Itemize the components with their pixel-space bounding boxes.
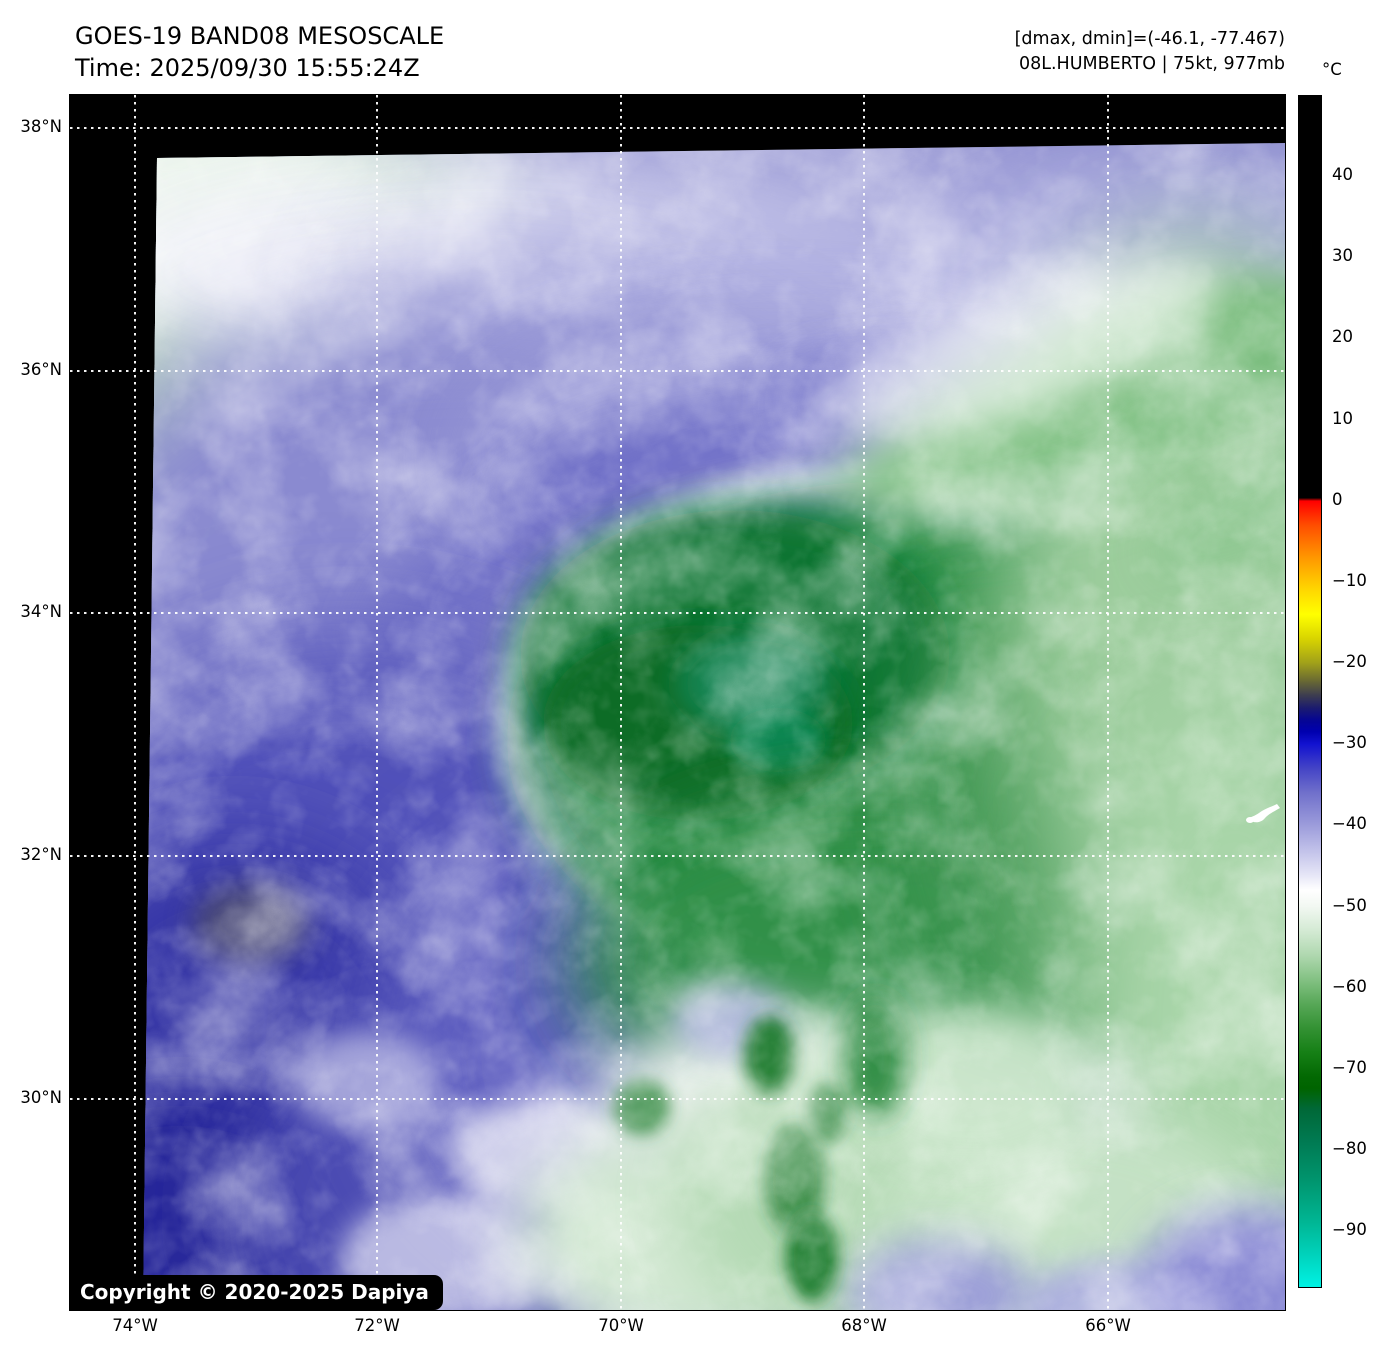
header-left: GOES-19 BAND08 MESOSCALE Time: 2025/09/3… bbox=[75, 20, 444, 84]
storm-info-label: 08L.HUMBERTO | 75kt, 977mb bbox=[1018, 54, 1285, 74]
lon-tick-label: 70°W bbox=[598, 1316, 644, 1335]
cloud-field bbox=[143, 143, 1285, 1310]
colorbar-tick-label: −60 bbox=[1332, 976, 1367, 996]
lat-tick-label: 36°N bbox=[20, 360, 62, 379]
colorbar-tick-label: −90 bbox=[1332, 1220, 1367, 1240]
timestamp: Time: 2025/09/30 15:55:24Z bbox=[75, 54, 420, 82]
colorbar-tick-label: 10 bbox=[1332, 408, 1353, 428]
colorbar-tick-label: 40 bbox=[1332, 165, 1353, 185]
colorbar-gradient bbox=[1299, 96, 1321, 1287]
colorbar bbox=[1298, 95, 1322, 1288]
lon-tick-label: 74°W bbox=[112, 1316, 158, 1335]
colorbar-tick-label: −20 bbox=[1332, 652, 1367, 672]
colorbar-tick-label: −10 bbox=[1332, 570, 1367, 590]
colorbar-tick-label: 20 bbox=[1332, 327, 1353, 347]
lon-tick-label: 66°W bbox=[1085, 1316, 1131, 1335]
lat-tick-label: 30°N bbox=[20, 1088, 62, 1107]
header-right: [dmax, dmin]=(-46.1, -77.467) 08L.HUMBER… bbox=[1015, 27, 1285, 77]
lat-tick-label: 32°N bbox=[20, 845, 62, 864]
colorbar-tick-label: −50 bbox=[1332, 895, 1367, 915]
data-range-label: [dmax, dmin]=(-46.1, -77.467) bbox=[1014, 29, 1285, 49]
page-title: GOES-19 BAND08 MESOSCALE bbox=[75, 22, 445, 50]
colorbar-tick-label: −70 bbox=[1332, 1057, 1367, 1077]
colorbar-unit-label: °C bbox=[1322, 60, 1342, 79]
colorbar-tick-label: −80 bbox=[1332, 1139, 1367, 1159]
colorbar-tick-label: 30 bbox=[1332, 246, 1353, 266]
colorbar-tick-label: 0 bbox=[1332, 489, 1343, 509]
lon-tick-label: 68°W bbox=[841, 1316, 887, 1335]
colorbar-tick-label: −30 bbox=[1332, 733, 1367, 753]
lat-tick-label: 34°N bbox=[20, 602, 62, 621]
lat-tick-label: 38°N bbox=[20, 117, 62, 136]
bermuda-coastline bbox=[1246, 804, 1280, 823]
colorbar-tick-label: −40 bbox=[1332, 814, 1367, 834]
copyright-badge: Copyright © 2020-2025 Dapiya bbox=[70, 1275, 443, 1310]
lon-tick-label: 72°W bbox=[354, 1316, 400, 1335]
satellite-image bbox=[143, 143, 1285, 1310]
map-plot-area: Copyright © 2020-2025 Dapiya bbox=[69, 94, 1286, 1311]
